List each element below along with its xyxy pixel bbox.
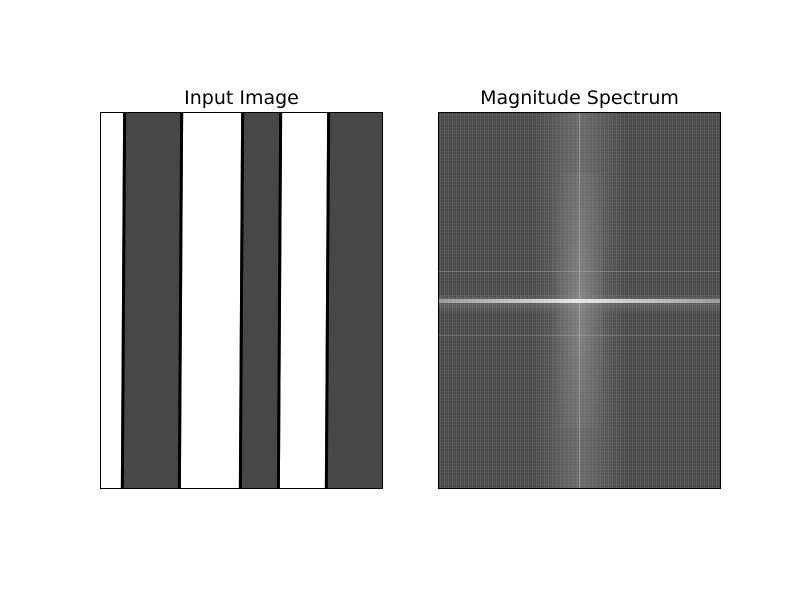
spectrum-faint-line: [439, 335, 720, 336]
magnitude-spectrum-title: Magnitude Spectrum: [480, 87, 679, 109]
spectrum-faint-line: [439, 271, 720, 272]
dark-stripe: [324, 113, 382, 488]
spectrum-horizontal-band: [439, 293, 720, 313]
dark-stripe: [238, 113, 283, 488]
input-image-panel: [100, 112, 383, 489]
spectrum-dc-line: [439, 299, 720, 303]
dark-stripe: [120, 113, 184, 488]
input-image-title: Input Image: [184, 87, 299, 109]
magnitude-spectrum-panel: [438, 112, 721, 489]
